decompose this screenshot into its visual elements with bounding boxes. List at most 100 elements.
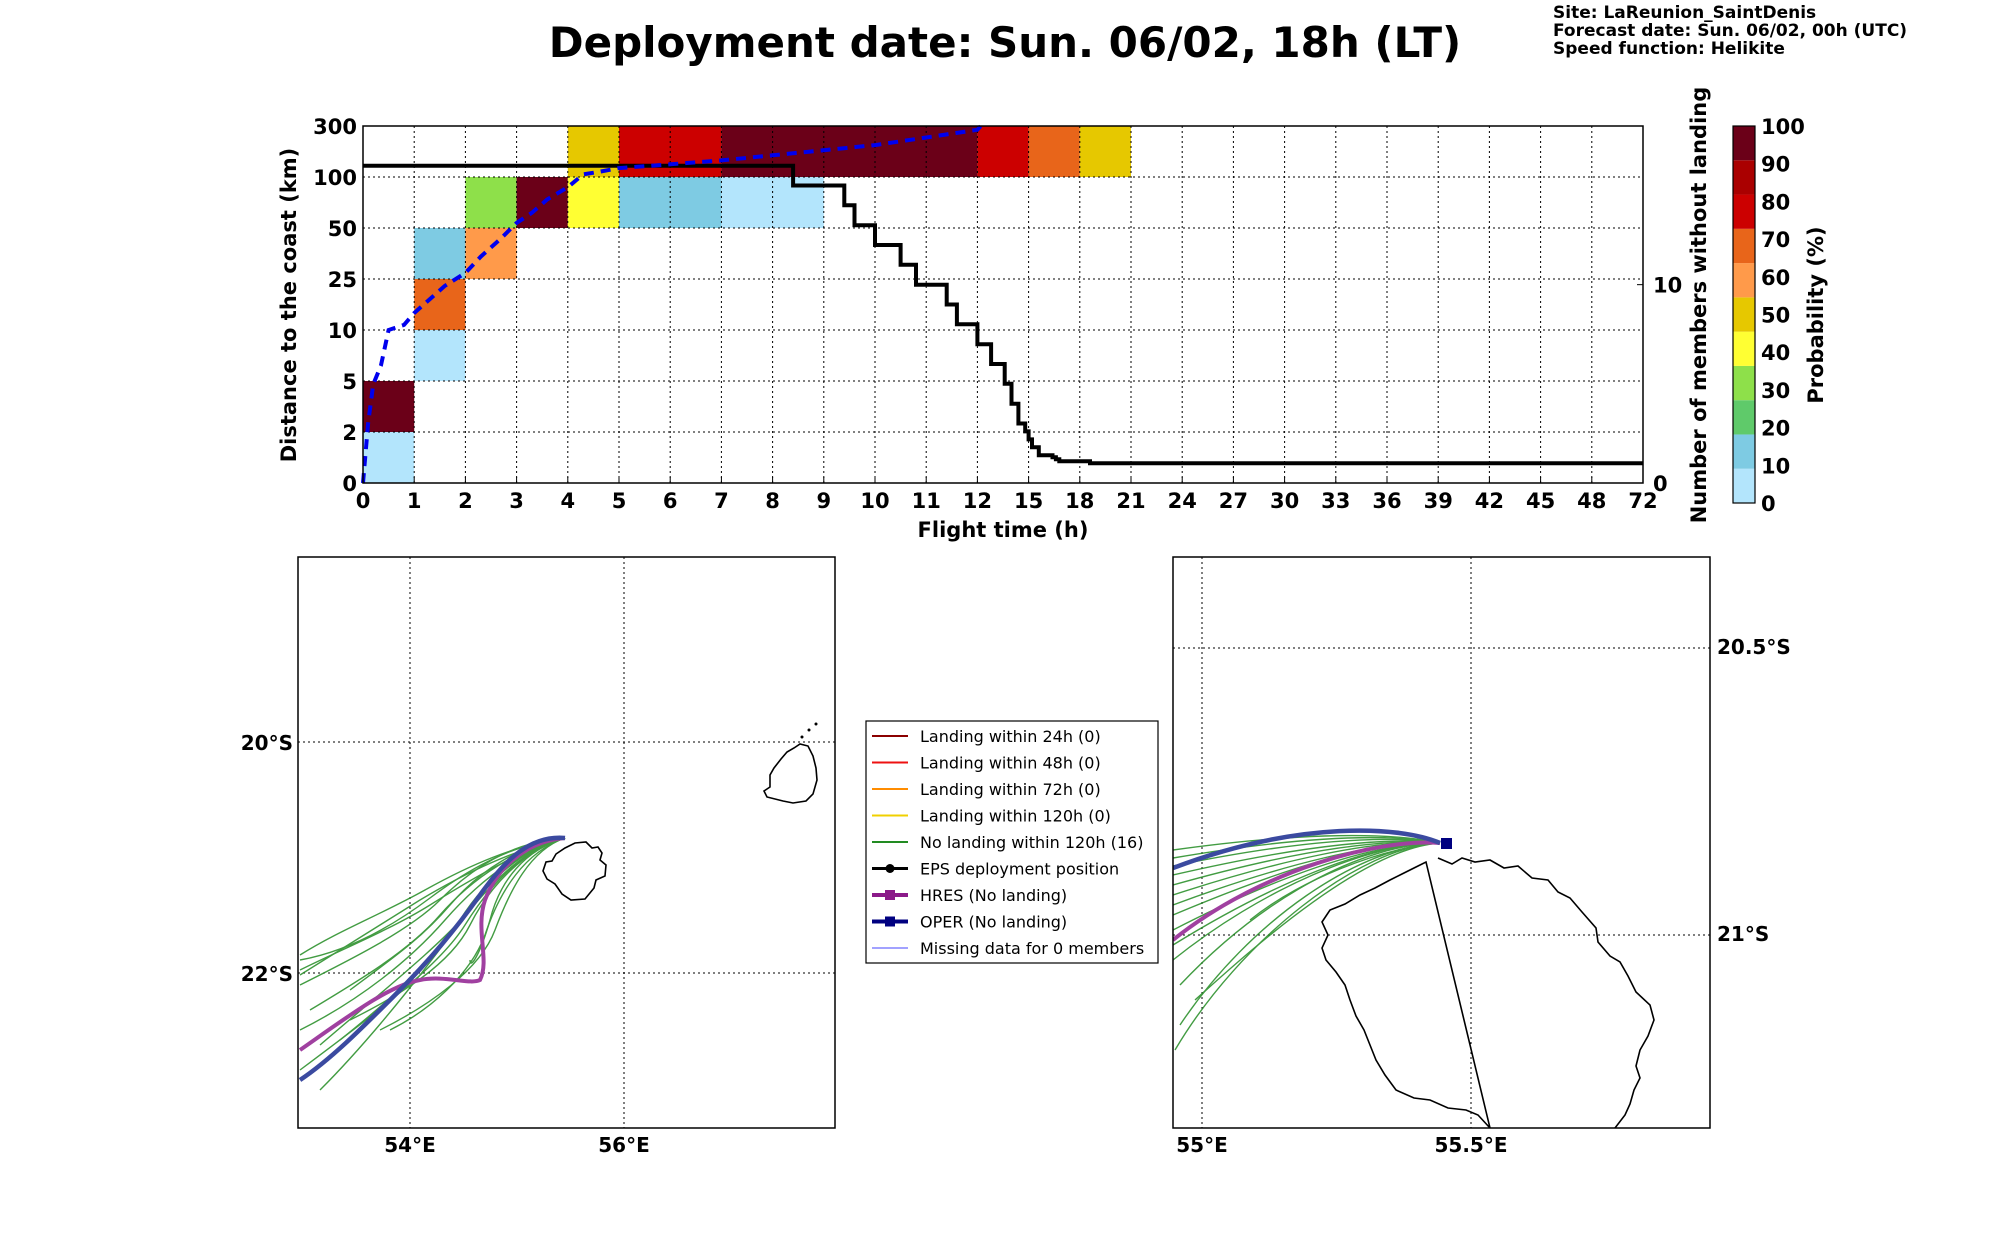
lon-label-55-5e: 55.5°E <box>1434 1133 1507 1157</box>
map-zoomed-frame <box>1172 556 1711 1129</box>
reunion-island-coastline <box>542 841 607 901</box>
distance-heatmap-chart: 0 1 2 3 4 5 6 7 8 9 10 11 12 15 18 21 24 27 30 33 36 39 42 45 48… <box>277 87 1828 542</box>
x-tick-label: 11 <box>912 489 941 513</box>
islet-3 <box>814 722 818 726</box>
legend-frame <box>865 720 1159 964</box>
legend-marker <box>885 890 895 900</box>
colorbar-swatch <box>1733 331 1755 366</box>
x-tick-label: 36 <box>1372 489 1401 513</box>
colorbar-swatch <box>1733 126 1755 161</box>
y-tick-label: 0 <box>342 472 357 496</box>
lat-label-21s: 21°S <box>1717 922 1769 946</box>
trajectory-legend: Landing within 24h (0) Landing within 48h… <box>865 720 1159 964</box>
hres-trajectory-zoomed <box>1173 840 1441 942</box>
y-tick-label: 100 <box>313 166 357 190</box>
heatmap-cell <box>465 177 517 228</box>
legend-marker <box>885 864 895 873</box>
x-tick-label: 15 <box>1014 489 1043 513</box>
heatmap-cell <box>977 126 1029 177</box>
x-tick-label: 4 <box>560 489 575 513</box>
x-tick-label: 21 <box>1116 489 1145 513</box>
x-tick-label: 10 <box>860 489 889 513</box>
colorbar-swatch <box>1733 434 1755 469</box>
colorbar-tick-label: 60 <box>1761 266 1790 290</box>
x-tick-label: 0 <box>356 489 371 513</box>
x-tick-label: 72 <box>1628 489 1657 513</box>
x-tick-label: 42 <box>1475 489 1504 513</box>
map-zoomed: 20.5°S 21°S 55°E 55.5°E <box>1172 556 1791 1157</box>
legend-label: Landing within 72h (0) <box>920 780 1101 799</box>
heatmap-cells <box>363 126 1131 483</box>
x-tick-label: 33 <box>1321 489 1350 513</box>
forecast-label: Forecast date: Sun. 06/02, 00h (UTC) <box>1553 21 1907 41</box>
colorbar-tick-label: 30 <box>1761 379 1790 403</box>
colorbar-tick-label: 40 <box>1761 341 1790 365</box>
x-tick-label: 3 <box>509 489 524 513</box>
x-tick-label: 7 <box>714 489 729 513</box>
y2-tick-label: 0 <box>1653 472 1668 496</box>
legend-label: Missing data for 0 members <box>920 939 1144 958</box>
site-label: Site: LaReunion_SaintDenis <box>1553 3 1816 23</box>
colorbar-swatch <box>1733 160 1755 195</box>
y-tick-label: 25 <box>328 268 357 292</box>
x-tick-label: 5 <box>612 489 627 513</box>
colorbar-label: Probability (%) <box>1804 226 1828 403</box>
legend-items: Landing within 24h (0) Landing within 48h… <box>872 727 1144 958</box>
legend-label: HRES (No landing) <box>920 886 1067 905</box>
legend-marker <box>885 916 895 927</box>
mauritius-island-coastline <box>762 743 818 804</box>
probability-colorbar <box>1732 125 1756 504</box>
heatmap-cell <box>414 228 466 279</box>
x-tick-label: 1 <box>407 489 422 513</box>
x-tick-label: 27 <box>1219 489 1248 513</box>
lon-label-55e: 55°E <box>1176 1133 1228 1157</box>
colorbar-frame <box>1732 125 1756 504</box>
colorbar-tick-label: 80 <box>1761 190 1790 214</box>
legend-label: Landing within 120h (0) <box>920 807 1111 826</box>
x-tick-label: 6 <box>663 489 678 513</box>
y2-axis-label: Number of members without landing <box>1687 87 1711 524</box>
x-tick-label: 30 <box>1270 489 1299 513</box>
heatmap-cell <box>567 177 619 228</box>
figure-title: Deployment date: Sun. 06/02, 18h (LT) <box>549 18 1462 67</box>
speed-label: Speed function: Helikite <box>1553 39 1785 59</box>
y-axis-label: Distance to the coast (km) <box>277 148 301 463</box>
x-tick-label: 24 <box>1168 489 1197 513</box>
heatmap-cell <box>721 126 978 177</box>
oper-trajectory <box>298 835 566 1082</box>
members-without-landing-line <box>363 163 1643 466</box>
heatmap-frame <box>362 125 1644 484</box>
x-tick-labels: 0 1 2 3 4 5 6 7 8 9 10 11 12 15 18 21 24 27 30 33 36 39 42 45 48… <box>356 477 1658 513</box>
colorbar-tick-label: 100 <box>1761 115 1805 139</box>
lon-label-56e: 56°E <box>598 1133 650 1157</box>
colorbar-swatch <box>1733 194 1755 229</box>
heatmap-cell <box>414 279 466 330</box>
deployment-marker <box>1441 838 1452 849</box>
ensemble-trajectories <box>299 837 566 1091</box>
x-tick-label: 48 <box>1577 489 1606 513</box>
heatmap-cell <box>465 228 517 279</box>
x-axis-label: Flight time (h) <box>918 518 1089 542</box>
y-tick-label: 10 <box>328 319 357 343</box>
colorbar-tick-label: 90 <box>1761 153 1790 177</box>
colorbar-swatch <box>1733 365 1755 401</box>
y-tick-label: 50 <box>328 217 357 241</box>
heatmap-cell <box>1028 126 1080 177</box>
legend-label: EPS deployment position <box>920 860 1119 879</box>
colorbar-tick-label: 0 <box>1761 492 1776 516</box>
colorbar-swatch <box>1733 400 1755 435</box>
map-overview: 20°S 22°S 54°E 56°E <box>241 556 836 1157</box>
x-tick-label: 8 <box>765 489 780 513</box>
x-tick-label: 2 <box>458 489 473 513</box>
heatmap-cell <box>1079 126 1131 177</box>
y-tick-label: 2 <box>342 421 357 445</box>
y2-tick-labels: 0 10 <box>1637 274 1682 496</box>
map-overview-frame <box>297 556 836 1129</box>
x-tick-label: 9 <box>816 489 831 513</box>
y-tick-label: 5 <box>342 370 357 394</box>
lon-label-54e: 54°E <box>384 1133 436 1157</box>
x-tick-label: 39 <box>1424 489 1453 513</box>
